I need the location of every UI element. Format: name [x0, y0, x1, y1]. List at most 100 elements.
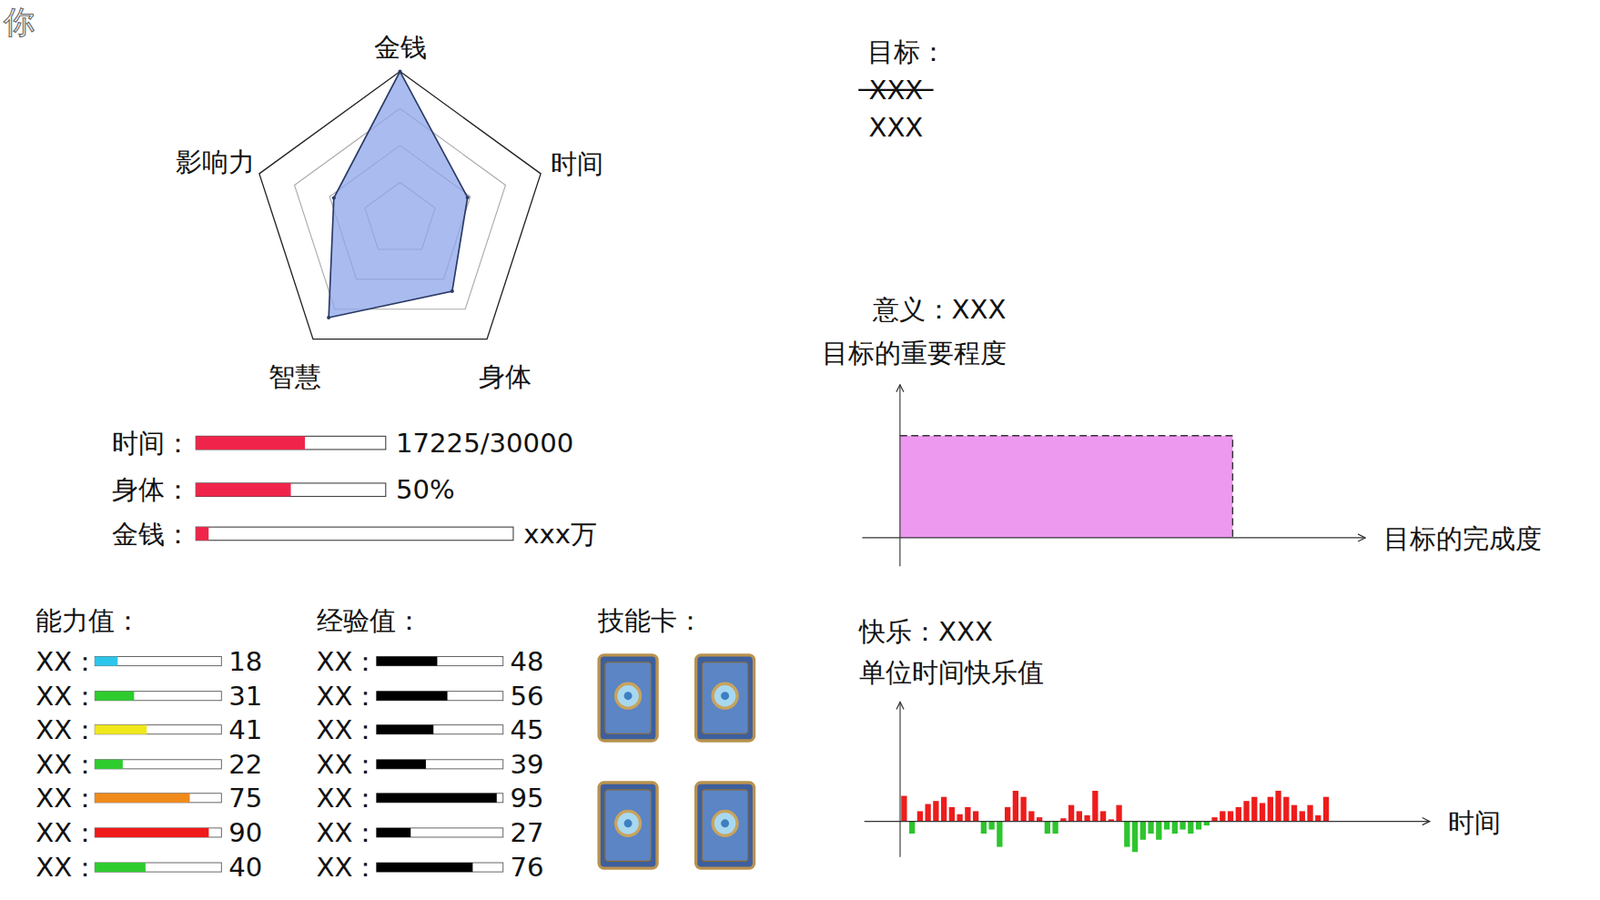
skill-card [696, 655, 755, 741]
card-inner [701, 662, 748, 734]
happiness-bar [1299, 810, 1306, 821]
experience-label: XX： [316, 646, 380, 678]
happiness-bar [1204, 821, 1210, 826]
radar-label: 金钱 [373, 31, 426, 63]
happiness-bar [1315, 815, 1321, 822]
radar-vertex [397, 70, 402, 74]
happiness-bar [1092, 790, 1098, 822]
happiness-bar [1283, 797, 1289, 822]
happiness-bar [1227, 810, 1234, 821]
meaning-y-axis [899, 384, 901, 568]
goal-title: 目标： [867, 36, 947, 68]
ability-value: 22 [228, 749, 263, 780]
ability-track [94, 828, 222, 838]
radar-label: 身体 [478, 361, 532, 393]
radar-ring [259, 71, 541, 340]
happiness-bar [1068, 805, 1074, 822]
status-value: xxx万 [523, 518, 598, 550]
radar-vertex [465, 195, 470, 200]
experience-title: 经验值： [316, 605, 423, 637]
experience-bar [376, 793, 497, 803]
ability-label: XX： [35, 782, 99, 814]
canvas: 你金钱时间身体智慧影响力时间：17225/30000身体：50%金钱：xxx万能… [0, 0, 1600, 900]
ability-track [94, 862, 222, 872]
happiness-bar [949, 807, 955, 822]
radar-label: 智慧 [268, 361, 322, 393]
radar-vertex [326, 315, 331, 320]
radar-vertex [450, 289, 455, 294]
happiness-bar [909, 821, 915, 834]
experience-track [376, 759, 504, 770]
skill-card [598, 782, 658, 869]
ability-value: 41 [228, 714, 263, 746]
card-body [598, 782, 658, 869]
happiness-bar [956, 814, 963, 822]
ability-label: XX： [35, 851, 99, 883]
happiness-bar [932, 800, 939, 821]
experience-bar [376, 725, 435, 735]
happiness-bar [1012, 790, 1019, 822]
happiness-bar [917, 810, 923, 821]
happiness-bar [1044, 821, 1051, 834]
happiness-bar [1243, 800, 1249, 821]
meaning-dashed-edge [900, 435, 1234, 538]
skill-cards: 技能卡： [597, 605, 755, 869]
happiness-bar [1211, 817, 1217, 821]
happiness-bar [1124, 821, 1130, 848]
ability-value: 90 [228, 817, 263, 849]
card-body [696, 782, 755, 869]
ability-bar [94, 691, 134, 701]
happiness-bar [1140, 821, 1146, 841]
ability-bar [94, 725, 147, 735]
ability-track [94, 793, 222, 803]
happiness-bar [1195, 821, 1202, 831]
experience-label: XX： [316, 680, 380, 712]
ability-bar [94, 862, 146, 872]
meaning-x-label: 目标的完成度 [1383, 523, 1542, 555]
card-gem [712, 810, 738, 836]
ability-label: XX： [35, 680, 99, 712]
skill-title: 技能卡： [597, 605, 704, 637]
card-gem-core [624, 691, 633, 700]
ability-column: 能力值：XX：18XX：31XX：41XX：22XX：75XX：90XX：40 [35, 605, 263, 883]
meaning-x-axis [861, 536, 1366, 538]
meaning-area [900, 435, 1234, 538]
ability-bar [94, 828, 209, 838]
experience-track [376, 793, 504, 803]
corner-label: 你 [2, 4, 35, 41]
experience-label: XX： [316, 817, 380, 849]
happiness-bar [1306, 805, 1313, 822]
happiness-bar [1235, 807, 1242, 822]
status-track [195, 435, 386, 450]
happiness: 快乐：XXX单位时间快乐值时间 [858, 616, 1501, 858]
happiness-bar [996, 821, 1003, 848]
happiness-bar [964, 807, 971, 822]
skill-card [696, 782, 755, 869]
ability-track [94, 759, 222, 770]
skill-card [598, 655, 658, 741]
experience-bar [376, 828, 412, 838]
meaning: 意义：XXX目标的重要程度目标的完成度 [821, 293, 1543, 567]
happiness-bar [1076, 810, 1083, 821]
experience-label: XX： [316, 714, 380, 746]
radar: 金钱时间身体智慧影响力 [175, 31, 604, 393]
experience-label: XX： [316, 782, 380, 814]
experience-value: 76 [510, 851, 545, 883]
happiness-bar [1155, 821, 1162, 841]
happiness-bar [1323, 797, 1329, 822]
ability-track [94, 657, 222, 667]
card-body [598, 655, 658, 741]
status-fill [195, 526, 209, 541]
happiness-bar [1115, 805, 1122, 822]
happiness-bar [988, 821, 994, 831]
happiness-bar [1132, 821, 1138, 853]
ability-bar [94, 759, 123, 770]
card-inner [605, 789, 651, 861]
card-gem-core [720, 819, 730, 828]
happiness-bar [1052, 821, 1058, 834]
happiness-bar [901, 796, 907, 822]
experience-bar [376, 657, 438, 667]
ability-label: XX： [35, 646, 99, 678]
goal-current: XXX [868, 111, 923, 143]
happiness-bar [1100, 810, 1106, 821]
